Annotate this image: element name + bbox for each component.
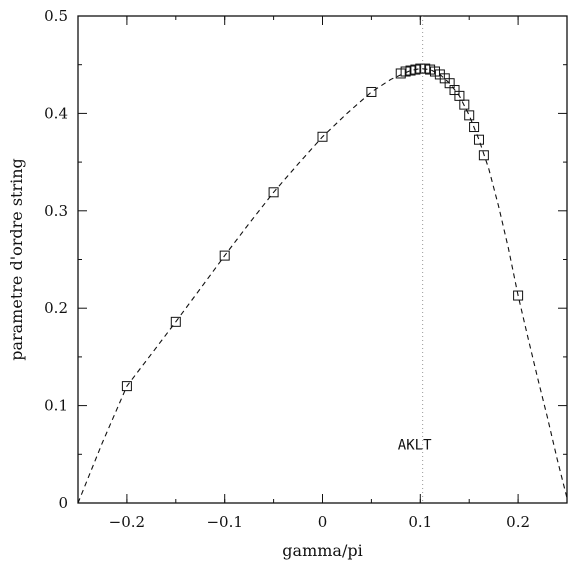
data-point bbox=[469, 122, 480, 133]
data-point bbox=[121, 381, 132, 392]
x-tick-label: 0 bbox=[318, 513, 328, 531]
data-point bbox=[219, 250, 230, 261]
y-tick-label: 0.2 bbox=[44, 299, 68, 317]
data-markers bbox=[121, 63, 524, 392]
dashed-fit-curve bbox=[77, 68, 568, 504]
data-point bbox=[473, 134, 484, 145]
y-tick-label: 0.1 bbox=[44, 397, 68, 415]
data-point bbox=[317, 131, 328, 142]
x-tick-label: −0.1 bbox=[206, 513, 242, 531]
x-tick-label: 0.2 bbox=[506, 513, 530, 531]
akl-reference: AKLT bbox=[398, 16, 432, 503]
y-tick-label: 0.3 bbox=[44, 202, 68, 220]
x-axis-title: gamma/pi bbox=[282, 541, 362, 560]
plot-area bbox=[77, 15, 568, 504]
data-point bbox=[170, 316, 181, 327]
y-axis-ticks: 0 0.1 0.2 0.3 0.4 0.5 bbox=[44, 7, 567, 512]
data-point bbox=[268, 187, 279, 198]
data-point bbox=[464, 110, 475, 121]
dashed-curve-group bbox=[77, 68, 568, 504]
data-point bbox=[366, 86, 377, 97]
data-point bbox=[459, 99, 470, 110]
y-tick-label: 0.4 bbox=[44, 104, 68, 122]
data-point bbox=[478, 150, 489, 161]
akl-annotation: AKLT bbox=[398, 437, 432, 453]
y-tick-label: 0 bbox=[58, 494, 68, 512]
y-axis-title: parametre d'ordre string bbox=[7, 158, 26, 361]
plot-frame bbox=[77, 15, 568, 504]
x-tick-label: −0.2 bbox=[109, 513, 145, 531]
x-tick-label: 0.1 bbox=[408, 513, 432, 531]
data-point bbox=[513, 290, 524, 301]
x-axis-ticks: −0.2 −0.1 0 0.1 0.2 bbox=[77, 16, 568, 531]
y-tick-label: 0.5 bbox=[44, 7, 68, 25]
